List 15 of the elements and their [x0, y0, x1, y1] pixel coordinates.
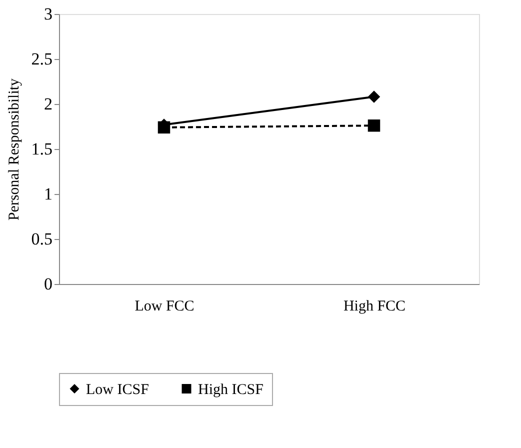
y-tick-label: 0: [44, 274, 52, 294]
point: [158, 121, 170, 134]
y-tick-label: 2: [44, 94, 52, 114]
point: [368, 119, 380, 132]
y-tick-label: 1.5: [31, 140, 52, 158]
y-tick-label: 3: [44, 4, 52, 24]
point: [368, 90, 380, 103]
x-tick-label: High FCC: [343, 298, 406, 314]
y-tick-label: 0.5: [31, 230, 52, 248]
x-tick-label: Low FCC: [134, 298, 194, 314]
y-tick-label: 2.5: [31, 50, 52, 68]
y-tick-label: 1: [44, 184, 52, 204]
y-axis-title: Personal Responsibility: [6, 78, 22, 221]
legend-label: High ICSF: [198, 382, 264, 398]
legend-label: Low ICSF: [86, 382, 149, 398]
